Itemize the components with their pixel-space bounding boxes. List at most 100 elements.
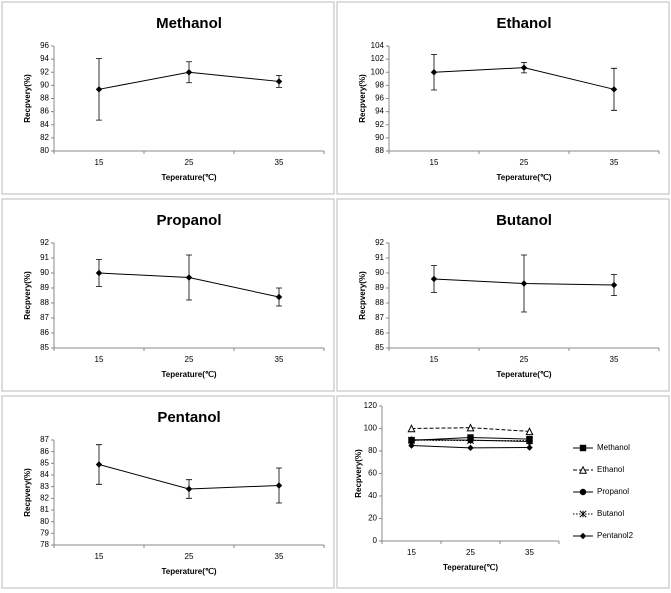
marker <box>525 427 534 436</box>
y-tick-label: 80 <box>40 146 49 155</box>
x-tick-label: 15 <box>95 355 104 364</box>
y-tick-label: 0 <box>373 536 378 545</box>
y-tick-label: 90 <box>375 268 384 277</box>
y-axis-label: Recpvery(%) <box>358 271 367 320</box>
marker <box>275 293 283 301</box>
x-tick-label: 25 <box>520 355 529 364</box>
y-tick-label: 86 <box>40 107 49 116</box>
legend-label: Propanol <box>597 487 629 496</box>
y-tick-label: 100 <box>364 424 378 433</box>
y-tick-label: 92 <box>375 238 384 247</box>
chart-title: Methanol <box>156 15 222 32</box>
chart-title: Butanol <box>496 212 552 229</box>
x-tick-label: 25 <box>185 355 194 364</box>
marker <box>579 444 587 452</box>
marker <box>610 281 618 289</box>
y-tick-label: 82 <box>40 493 49 502</box>
x-tick-label: 25 <box>466 548 475 557</box>
y-tick-label: 80 <box>368 446 377 455</box>
x-tick-label: 35 <box>275 158 284 167</box>
y-tick-label: 80 <box>40 517 49 526</box>
y-tick-label: 20 <box>368 514 377 523</box>
y-tick-label: 104 <box>371 41 385 50</box>
x-tick-label: 15 <box>430 355 439 364</box>
y-tick-label: 85 <box>40 343 49 352</box>
y-tick-label: 88 <box>375 298 384 307</box>
y-tick-label: 88 <box>40 298 49 307</box>
x-axis-label: Teperature(℃) <box>443 563 498 572</box>
marker <box>185 274 193 281</box>
marker <box>520 280 528 287</box>
marker <box>579 488 587 496</box>
y-tick-label: 98 <box>375 80 384 89</box>
marker <box>275 482 283 489</box>
y-tick-label: 90 <box>40 80 49 89</box>
y-tick-label: 91 <box>40 253 49 262</box>
y-tick-label: 87 <box>40 313 49 322</box>
x-tick-label: 35 <box>610 158 619 167</box>
y-tick-label: 92 <box>375 120 384 129</box>
y-tick-label: 96 <box>375 94 384 103</box>
legend-label: Ethanol <box>597 465 624 474</box>
panel <box>1 1 335 195</box>
marker <box>430 69 438 76</box>
y-tick-label: 83 <box>40 482 49 491</box>
x-tick-label: 35 <box>275 552 284 561</box>
y-tick-label: 87 <box>375 313 384 322</box>
x-axis-label: Teperature(℃) <box>496 173 551 182</box>
y-tick-label: 89 <box>40 283 49 292</box>
legend-label: Pentanol2 <box>597 531 634 540</box>
x-tick-label: 25 <box>520 158 529 167</box>
y-tick-label: 92 <box>40 67 49 76</box>
y-tick-label: 84 <box>40 470 49 479</box>
x-tick-label: 15 <box>407 548 416 557</box>
y-axis-label: Recpvery(%) <box>23 468 32 517</box>
marker <box>467 444 474 452</box>
y-tick-label: 94 <box>40 54 49 63</box>
marker <box>407 424 416 433</box>
y-tick-label: 81 <box>40 505 49 514</box>
marker <box>185 485 193 493</box>
y-tick-label: 82 <box>40 133 49 142</box>
x-tick-label: 15 <box>430 158 439 167</box>
marker <box>525 437 534 445</box>
y-tick-label: 88 <box>375 146 384 155</box>
y-tick-label: 88 <box>40 94 49 103</box>
marker <box>95 269 103 277</box>
marker <box>430 275 438 283</box>
y-tick-label: 100 <box>371 67 385 76</box>
y-tick-label: 40 <box>368 491 377 500</box>
y-axis-label: Recpvery(%) <box>354 449 363 498</box>
y-axis-label: Recpvery(%) <box>358 74 367 123</box>
y-axis-label: Recpvery(%) <box>23 74 32 123</box>
x-tick-label: 25 <box>185 552 194 561</box>
marker <box>579 510 587 518</box>
y-tick-label: 86 <box>40 328 49 337</box>
marker <box>579 532 587 540</box>
x-tick-label: 15 <box>95 552 104 561</box>
x-axis-label: Teperature(℃) <box>496 370 551 379</box>
y-tick-label: 84 <box>40 120 49 129</box>
marker <box>408 442 415 449</box>
y-tick-label: 102 <box>371 54 385 63</box>
y-tick-label: 90 <box>40 268 49 277</box>
y-tick-label: 86 <box>40 447 49 456</box>
chart-title: Propanol <box>156 212 221 229</box>
y-tick-label: 60 <box>368 469 377 478</box>
x-axis-label: Teperature(℃) <box>161 370 216 379</box>
x-tick-label: 35 <box>275 355 284 364</box>
chart-title: Ethanol <box>497 15 552 32</box>
chart-title: Pentanol <box>157 409 220 426</box>
y-tick-label: 92 <box>40 238 49 247</box>
marker <box>466 436 475 445</box>
x-tick-label: 25 <box>185 158 194 167</box>
y-tick-label: 85 <box>375 343 384 352</box>
y-tick-label: 89 <box>375 283 384 292</box>
legend-label: Methanol <box>597 443 630 452</box>
marker <box>466 423 475 432</box>
marker <box>275 78 283 85</box>
x-tick-label: 15 <box>95 158 104 167</box>
y-tick-label: 85 <box>40 458 49 467</box>
y-tick-label: 87 <box>40 435 49 444</box>
